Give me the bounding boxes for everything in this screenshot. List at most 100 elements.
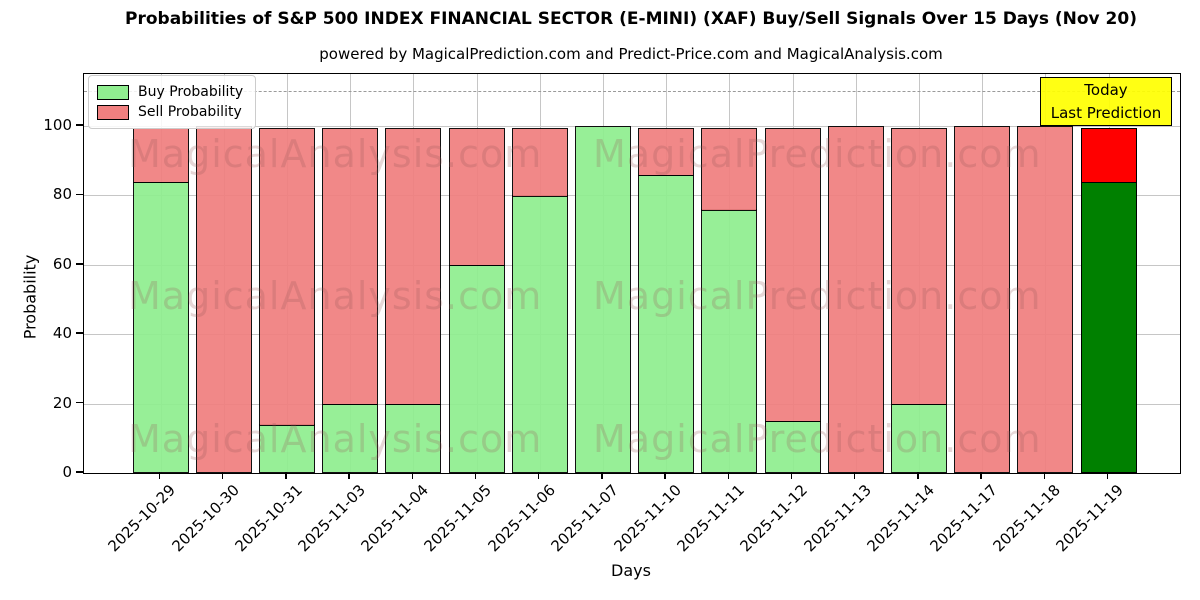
x-tick-label: 2025-10-29 bbox=[104, 481, 180, 556]
x-tick-label: 2025-11-10 bbox=[610, 481, 685, 556]
legend-label-buy: Buy Probability bbox=[138, 84, 244, 100]
buy-segment bbox=[1080, 181, 1137, 473]
x-tick-mark bbox=[348, 472, 350, 479]
x-tick-label: 2025-11-06 bbox=[484, 481, 559, 556]
x-axis-label: Days bbox=[611, 561, 651, 580]
today-annotation: Today Last Prediction bbox=[1040, 77, 1172, 126]
sell-segment bbox=[195, 126, 252, 473]
buy-segment bbox=[764, 420, 821, 473]
legend-item-buy: Buy Probability bbox=[97, 82, 243, 102]
y-tick-label: 40 bbox=[52, 324, 72, 343]
y-tick-label: 60 bbox=[52, 254, 72, 273]
sell-segment bbox=[954, 126, 1011, 473]
y-tick-label: 20 bbox=[52, 393, 72, 412]
x-tick-mark bbox=[1043, 472, 1046, 479]
bar-2025-11-04 bbox=[385, 126, 442, 473]
x-tick-mark bbox=[601, 472, 603, 479]
x-tick-mark bbox=[411, 472, 414, 479]
today-annotation-line1: Today bbox=[1084, 81, 1128, 99]
bar-2025-11-14 bbox=[890, 126, 947, 473]
bar-2025-11-07 bbox=[574, 126, 631, 473]
sell-segment bbox=[448, 127, 505, 267]
y-tick-mark bbox=[76, 332, 83, 334]
sell-segment bbox=[511, 127, 568, 197]
buy-segment bbox=[574, 126, 631, 473]
sell-segment bbox=[701, 127, 758, 211]
sell-segment bbox=[385, 127, 442, 406]
bar-2025-10-31 bbox=[258, 126, 315, 473]
watermark-analysis: MagicalAnalysis.com bbox=[128, 132, 543, 176]
watermark-prediction: MagicalPrediction.com bbox=[593, 274, 1042, 318]
bar-2025-11-10 bbox=[638, 126, 695, 473]
y-tick-mark bbox=[76, 193, 83, 196]
bar-2025-11-06 bbox=[511, 126, 568, 473]
watermark-prediction: MagicalPrediction.com bbox=[593, 132, 1042, 176]
x-tick-mark bbox=[221, 472, 224, 479]
sell-segment bbox=[638, 127, 695, 177]
y-tick-mark bbox=[76, 263, 83, 265]
bar-2025-11-18 bbox=[1017, 126, 1074, 473]
sell-segment bbox=[1080, 127, 1137, 184]
buy-segment bbox=[511, 195, 568, 473]
x-tick-mark bbox=[917, 472, 919, 479]
x-tick-mark bbox=[853, 472, 856, 479]
y-tick-label: 80 bbox=[52, 185, 72, 204]
sell-swatch-icon bbox=[97, 104, 129, 120]
gridline-h bbox=[84, 403, 1180, 405]
sell-segment bbox=[1017, 126, 1074, 473]
x-tick-mark bbox=[474, 472, 477, 479]
x-tick-mark bbox=[158, 472, 161, 479]
sell-segment bbox=[890, 127, 947, 406]
x-tick-mark bbox=[727, 472, 730, 479]
plot-area bbox=[83, 73, 1181, 474]
buy-segment bbox=[132, 181, 189, 473]
buy-segment bbox=[448, 264, 505, 473]
x-tick-label: 2025-10-30 bbox=[168, 481, 243, 556]
x-tick-label: 2025-11-03 bbox=[294, 481, 369, 556]
gridline-h bbox=[84, 195, 1180, 197]
buy-swatch-icon bbox=[97, 84, 129, 100]
x-tick-label: 2025-11-14 bbox=[863, 481, 938, 556]
x-tick-mark bbox=[1106, 472, 1109, 479]
chart-subtitle: powered by MagicalPrediction.com and Pre… bbox=[319, 45, 943, 63]
y-tick-label: 100 bbox=[43, 116, 72, 134]
bar-2025-11-19 bbox=[1080, 126, 1137, 473]
gridline-h bbox=[84, 126, 1180, 127]
y-tick-mark bbox=[76, 471, 83, 473]
x-tick-label: 2025-11-13 bbox=[800, 481, 875, 556]
x-tick-label: 2025-11-18 bbox=[989, 481, 1065, 556]
bar-2025-11-13 bbox=[827, 126, 884, 473]
buy-segment bbox=[638, 174, 695, 473]
legend: Buy Probability Sell Probability bbox=[88, 75, 257, 129]
buy-segment bbox=[322, 403, 379, 473]
y-tick-mark bbox=[76, 401, 83, 404]
x-tick-mark bbox=[790, 472, 793, 479]
x-tick-label: 2025-11-04 bbox=[357, 481, 433, 556]
gridline-h bbox=[84, 334, 1180, 336]
y-tick-label: 0 bbox=[62, 463, 72, 481]
watermark-analysis: MagicalAnalysis.com bbox=[128, 417, 543, 461]
y-tick-mark bbox=[76, 124, 83, 126]
legend-label-sell: Sell Probability bbox=[138, 104, 242, 120]
x-tick-label: 2025-11-12 bbox=[736, 481, 812, 556]
x-tick-label: 2025-11-07 bbox=[547, 481, 622, 556]
x-tick-label: 2025-11-05 bbox=[420, 481, 496, 556]
x-tick-label: 2025-11-19 bbox=[1052, 481, 1128, 556]
x-tick-label: 2025-11-17 bbox=[926, 481, 1001, 556]
watermark-prediction: MagicalPrediction.com bbox=[593, 417, 1042, 461]
chart-title: Probabilities of S&P 500 INDEX FINANCIAL… bbox=[125, 9, 1137, 29]
x-tick-mark bbox=[664, 472, 666, 479]
today-annotation-line2: Last Prediction bbox=[1050, 103, 1162, 122]
bar-2025-10-30 bbox=[195, 126, 252, 473]
sell-segment bbox=[258, 127, 315, 426]
x-tick-mark bbox=[285, 472, 287, 479]
x-tick-label: 2025-10-31 bbox=[231, 481, 306, 556]
buy-segment bbox=[701, 209, 758, 473]
bar-2025-11-03 bbox=[322, 126, 379, 473]
legend-item-sell: Sell Probability bbox=[97, 102, 243, 122]
gridline-h bbox=[84, 264, 1180, 266]
threshold-dashed-line bbox=[84, 91, 1180, 93]
sell-segment bbox=[827, 126, 884, 473]
bar-2025-11-12 bbox=[764, 126, 821, 473]
